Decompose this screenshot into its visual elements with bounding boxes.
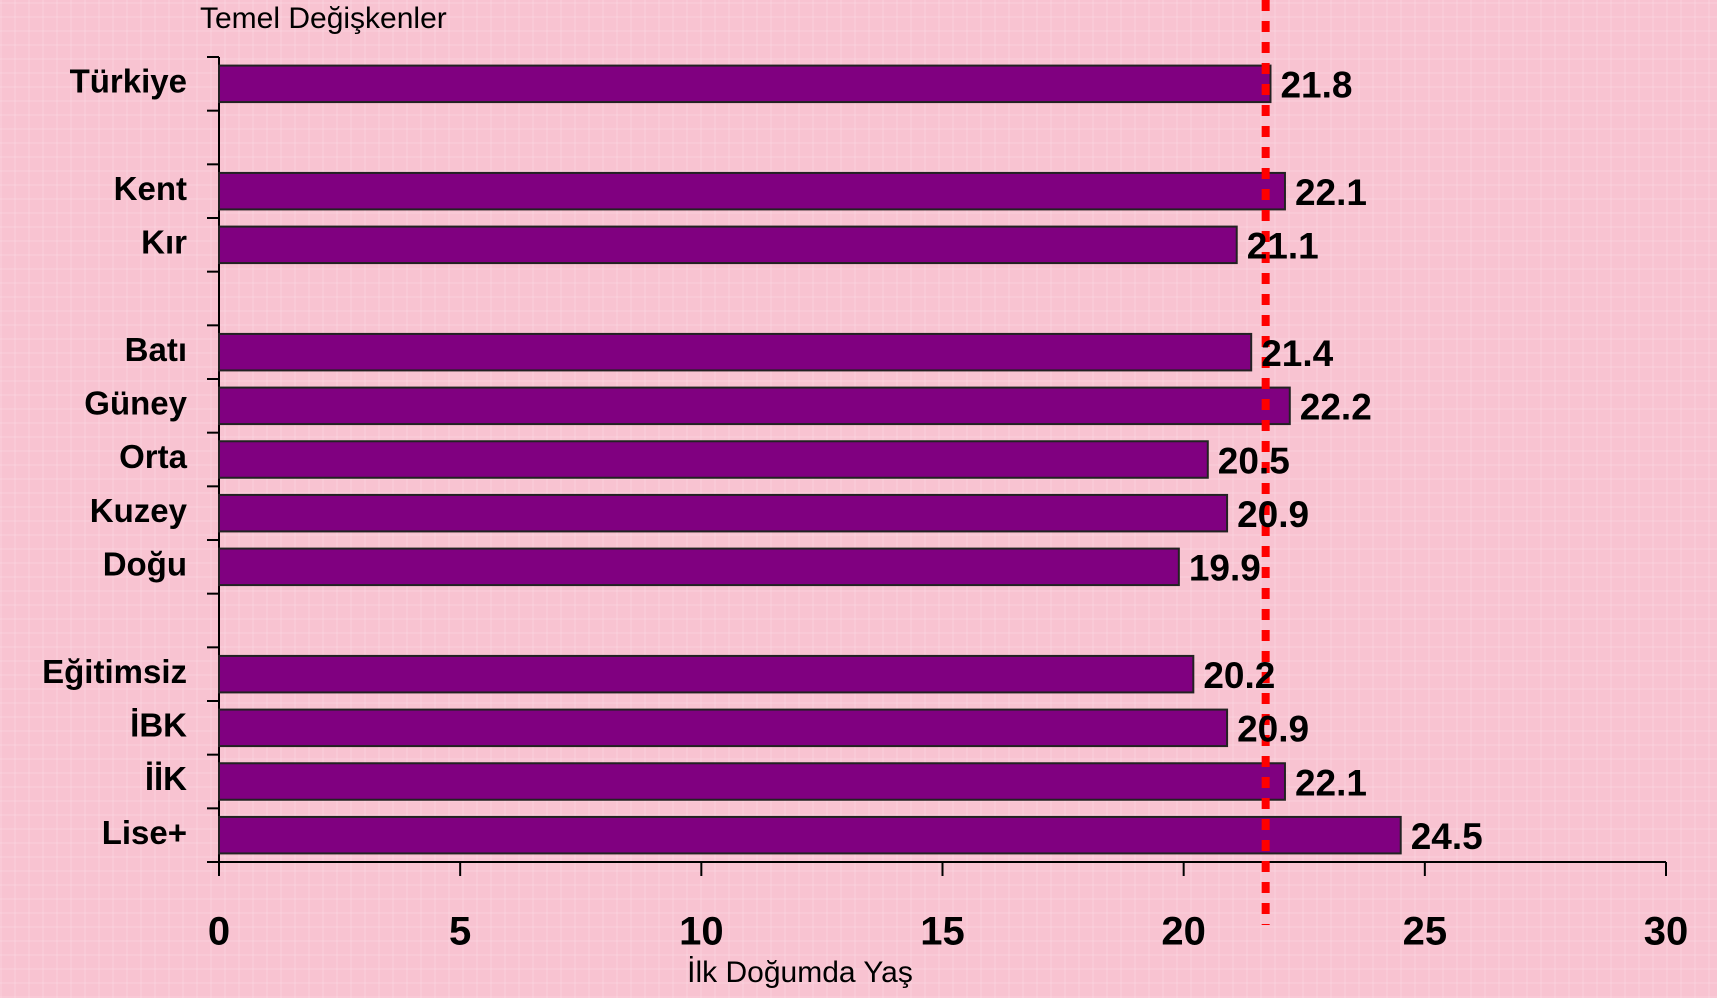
bar <box>218 547 1180 587</box>
bar <box>218 64 1272 104</box>
y-tick-label: Doğu <box>103 546 187 583</box>
bar <box>218 225 1238 265</box>
data-label: 24.5 <box>1411 816 1483 857</box>
y-tick-label: Eğitimsiz <box>42 653 187 690</box>
data-label: 20.2 <box>1203 655 1275 696</box>
data-label: 21.1 <box>1247 226 1319 267</box>
bar <box>218 654 1195 694</box>
data-label: 22.2 <box>1300 387 1372 428</box>
x-tick-label: 5 <box>449 910 471 954</box>
data-label: 22.1 <box>1295 172 1367 213</box>
y-tick-label: Kır <box>141 224 187 261</box>
y-tick-label: Lise+ <box>102 814 187 851</box>
y-tick-label: İİK <box>145 760 187 797</box>
chart-title: Temel Değişkenler <box>200 2 447 35</box>
data-label: 21.8 <box>1280 65 1352 106</box>
bar <box>218 762 1286 801</box>
bar <box>218 440 1209 479</box>
data-label: 20.5 <box>1218 440 1290 481</box>
y-tick-label: Türkiye <box>70 63 187 100</box>
data-label: 22.1 <box>1295 762 1367 803</box>
bar <box>218 493 1229 533</box>
data-label: 21.4 <box>1261 333 1333 374</box>
x-axis-label: İlk Doğumda Yaş <box>687 956 913 989</box>
x-tick-label: 0 <box>208 910 230 954</box>
x-tick-label: 30 <box>1644 910 1689 954</box>
data-label: 20.9 <box>1237 709 1309 750</box>
y-tick-label: Kent <box>114 170 187 207</box>
x-tick-label: 20 <box>1161 910 1206 954</box>
y-tick-label: Orta <box>119 438 188 475</box>
y-tick-label: Güney <box>84 385 187 422</box>
bar <box>218 815 1402 855</box>
y-tick-label: Batı <box>125 331 187 368</box>
bar <box>218 386 1291 426</box>
x-tick-label: 25 <box>1403 910 1448 954</box>
data-label: 20.9 <box>1237 494 1309 535</box>
bar <box>218 708 1229 748</box>
bar <box>218 332 1253 372</box>
x-tick-label: 15 <box>920 910 965 954</box>
data-label: 19.9 <box>1189 548 1261 589</box>
y-tick-label: İBK <box>130 707 187 744</box>
x-tick-label: 10 <box>679 910 724 954</box>
y-tick-label: Kuzey <box>90 492 188 529</box>
bar <box>218 171 1286 211</box>
